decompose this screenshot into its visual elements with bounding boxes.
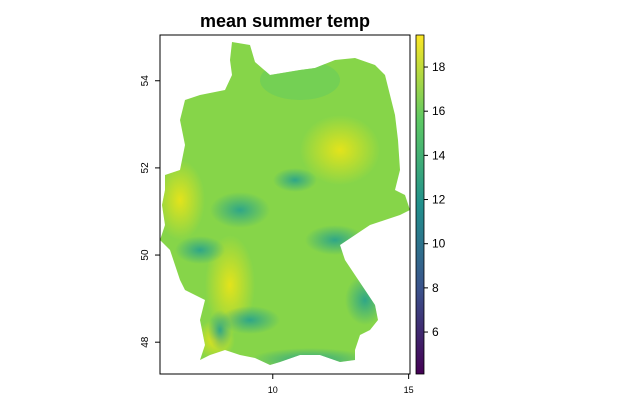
y-tick-label: 50 bbox=[140, 249, 151, 261]
y-tick-label: 52 bbox=[140, 162, 151, 174]
colorbar bbox=[415, 34, 425, 375]
x-tick-label: 10 bbox=[268, 385, 278, 395]
colorbar-tick-label: 10 bbox=[432, 237, 446, 251]
colorbar-tick-label: 16 bbox=[432, 104, 446, 118]
colorbar-tick-label: 6 bbox=[432, 325, 439, 339]
y-tick-label: 54 bbox=[140, 75, 151, 87]
colorbar-tick-label: 12 bbox=[432, 193, 446, 207]
colorbar-tick-label: 8 bbox=[432, 281, 439, 295]
temperature-raster bbox=[160, 42, 410, 365]
y-tick-label: 48 bbox=[140, 336, 151, 348]
colorbar-tick-label: 14 bbox=[432, 148, 446, 162]
plot-frame bbox=[159, 34, 411, 375]
colorbar-tick-label: 18 bbox=[432, 60, 446, 74]
x-tick-label: 15 bbox=[404, 385, 414, 395]
chart-title: mean summer temp bbox=[200, 11, 370, 31]
